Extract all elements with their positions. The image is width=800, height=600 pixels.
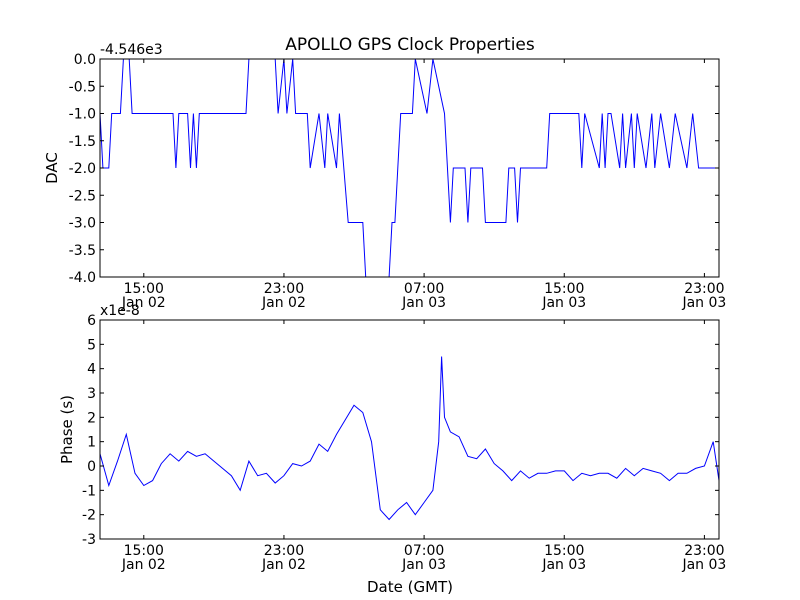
y-tick-label: -2 [82, 508, 96, 524]
x-tick-label-date: Jan 03 [681, 295, 726, 311]
y-tick-label: -3.5 [69, 243, 96, 259]
x-tick-label-time: 23:00 [264, 281, 304, 297]
axis-offset-label: -4.546e3 [100, 42, 163, 58]
x-tick-label-time: 23:00 [264, 543, 304, 559]
axes-frame [99, 58, 720, 278]
y-tick-label: -0.5 [69, 79, 96, 95]
x-tick-label-date: Jan 02 [121, 557, 166, 573]
y-tick-label: 2 [87, 410, 96, 426]
x-tick-label-date: Jan 03 [401, 557, 446, 573]
y-tick-label: -2.0 [69, 161, 96, 177]
x-tick-label-date: Jan 03 [541, 557, 586, 573]
axis-offset-label: x1e-8 [100, 303, 140, 319]
y-tick-label: -4.0 [69, 270, 96, 286]
x-tick-label-date: Jan 02 [121, 295, 166, 311]
y-axis-label: DAC [43, 152, 61, 184]
x-axis-label: Date (GMT) [367, 578, 453, 596]
y-tick-label: -1.0 [69, 107, 96, 123]
x-tick-label-time: 07:00 [404, 281, 444, 297]
phase-series-line [99, 356, 720, 521]
y-tick-label: -3.0 [69, 216, 96, 232]
y-tick-label: -2.5 [69, 188, 96, 204]
axes-frame [99, 319, 720, 540]
x-tick-label-date: Jan 03 [401, 295, 446, 311]
y-tick-label: 1 [87, 435, 96, 451]
x-tick-label-time: 15:00 [124, 543, 164, 559]
x-tick-label-time: 23:00 [684, 281, 724, 297]
x-tick-label-date: Jan 02 [261, 557, 306, 573]
y-tick-label: 5 [87, 337, 96, 353]
dac-series-line [99, 58, 719, 278]
x-tick-label-time: 07:00 [404, 543, 444, 559]
dac-panel: 0.0 -0.5 -1.0 -1.5 -2.0 -2.5 -3.0 -3.5 -4.0 15:00… [43, 42, 726, 311]
y-tick-label: -1 [82, 483, 96, 499]
chart-title: APOLLO GPS Clock Properties [285, 35, 535, 55]
x-tick-label-date: Jan 03 [541, 295, 586, 311]
y-tick-label: 4 [87, 362, 96, 378]
y-axis-label: Phase (s) [58, 395, 76, 464]
x-tick-label-time: 15:00 [124, 281, 164, 297]
y-tick-label: 6 [87, 313, 96, 329]
x-tick-label-date: Jan 02 [261, 295, 306, 311]
y-tick-label: -1.5 [69, 134, 96, 150]
x-tick-label-time: 15:00 [544, 543, 584, 559]
y-tick-label: 0 [87, 459, 96, 475]
x-tick-label-time: 15:00 [544, 281, 584, 297]
x-tick-label-time: 23:00 [684, 543, 724, 559]
y-tick-label: 3 [87, 386, 96, 402]
x-tick-label-date: Jan 03 [681, 557, 726, 573]
y-tick-label: 0.0 [74, 52, 96, 68]
y-tick-label: -3 [82, 532, 96, 548]
